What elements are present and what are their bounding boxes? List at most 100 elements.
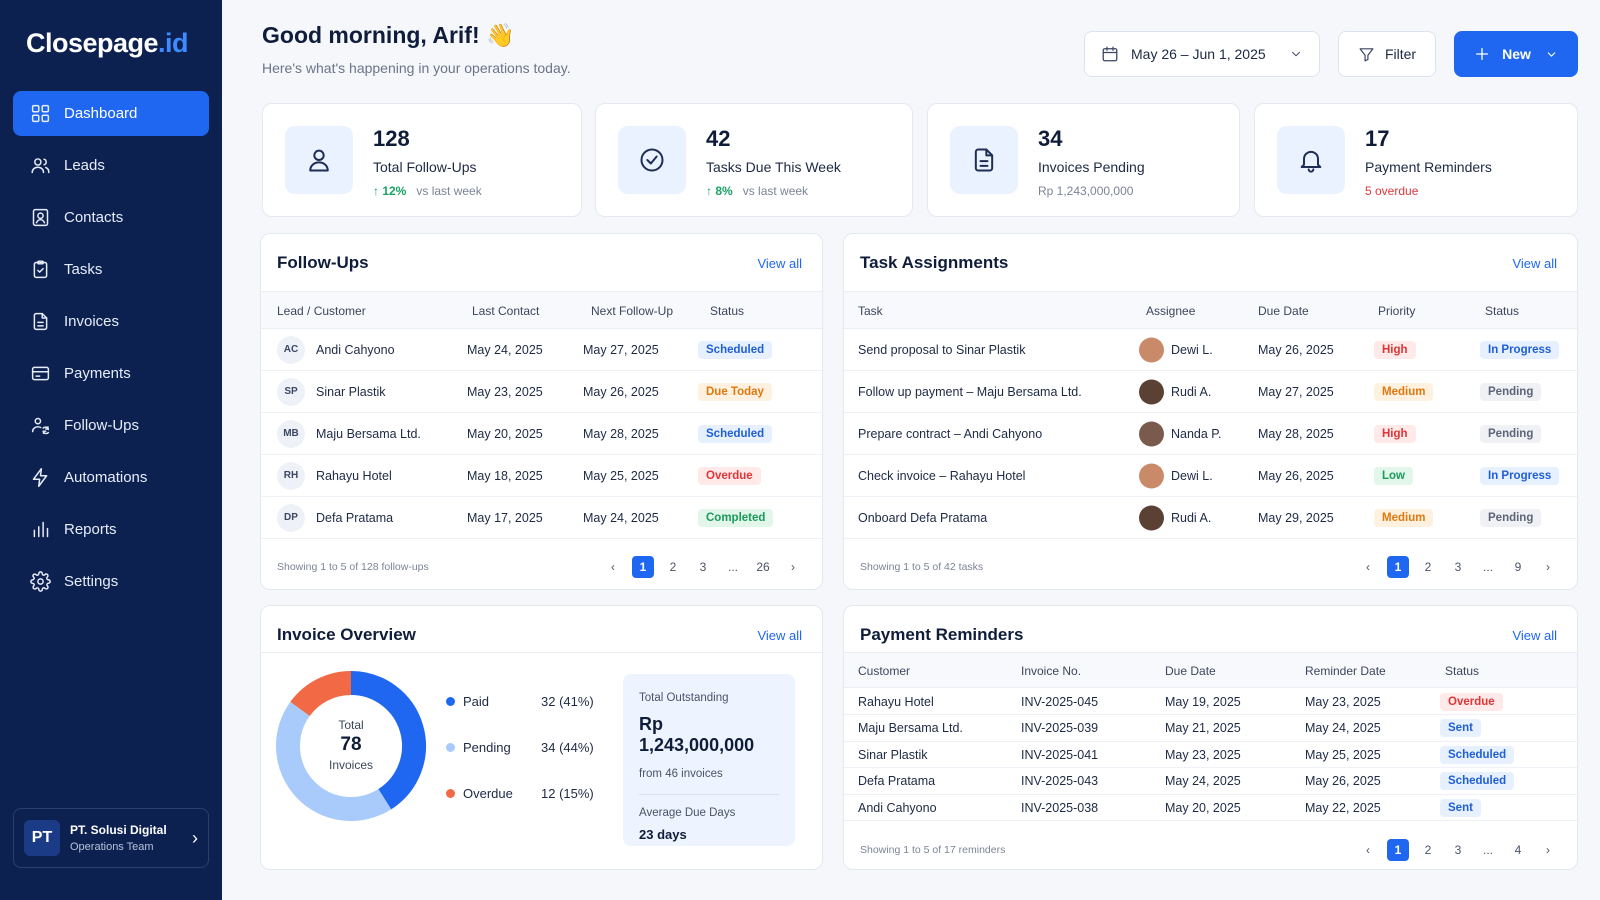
column-header[interactable]: Status (1445, 664, 1480, 678)
table-cell: INV-2025-043 (1021, 774, 1099, 788)
chevron-right-icon[interactable]: › (1546, 843, 1550, 857)
page-button[interactable]: 3 (1454, 843, 1462, 857)
column-header[interactable]: Task (858, 304, 883, 318)
date-range-picker[interactable]: May 26 – Jun 1, 2025 (1084, 31, 1320, 77)
view-all-link[interactable]: View all (757, 628, 802, 643)
page-button[interactable]: 1 (632, 556, 654, 578)
table-row[interactable]: Send proposal to Sinar Plastik Dewi L. May… (844, 329, 1577, 371)
page-button[interactable]: 1 (1387, 556, 1409, 578)
column-header[interactable]: Invoice No. (1021, 664, 1082, 678)
contact-card-icon (32, 208, 49, 227)
filter-button[interactable]: Filter (1338, 31, 1436, 77)
column-header[interactable]: Lead / Customer (277, 304, 366, 318)
gear-icon (30, 571, 51, 592)
table-row[interactable]: SP Sinar Plastik May 23, 2025 May 26, 2025 D… (261, 371, 822, 413)
view-all-link[interactable]: View all (1512, 628, 1557, 643)
table-row[interactable]: Follow up payment – Maju Bersama Ltd. Rud… (844, 371, 1577, 413)
stat-card-invoices[interactable]: 34 Invoices Pending Rp 1,243,000,000 (927, 103, 1240, 217)
sidebar-item-label: Leads (64, 157, 105, 174)
page-button[interactable]: 2 (1424, 560, 1432, 574)
outstanding-value: Rp 1,243,000,000 (639, 714, 755, 755)
stat-card-tasks[interactable]: 42 Tasks Due This Week ↑ 8% vs last week (595, 103, 913, 217)
column-header[interactable]: Customer (858, 664, 911, 678)
chevron-left-icon[interactable]: ‹ (1366, 843, 1370, 857)
page-button[interactable]: 4 (1514, 843, 1522, 857)
org-team: Operations Team (70, 841, 154, 853)
table-row[interactable]: Onboard Defa Pratama Rudi A. May 29, 2025 M… (844, 497, 1577, 539)
assignee: Nanda P. (1171, 426, 1222, 441)
legend-item-pending: Pending 34 (44%) (446, 740, 606, 755)
sidebar-item-payments[interactable]: Payments (13, 351, 209, 396)
sidebar-item-leads[interactable]: Leads (13, 143, 209, 188)
column-header[interactable]: Assignee (1146, 304, 1196, 318)
status-cell: Sent (1440, 719, 1481, 737)
org-name: PT. Solusi Digital (70, 823, 167, 837)
column-header[interactable]: Reminder Date (1305, 664, 1386, 678)
page-button[interactable]: 3 (699, 560, 707, 574)
pagination: ‹ 1 2 3 ... 26 › (594, 556, 804, 578)
page-button[interactable]: 2 (669, 560, 677, 574)
sidebar-item-settings[interactable]: Settings (13, 559, 209, 604)
stat-sub: Rp 1,243,000,000 (1038, 184, 1134, 198)
user-refresh-icon (31, 417, 50, 435)
sidebar-item-reports[interactable]: Reports (13, 507, 209, 552)
org-avatar: PT (24, 820, 60, 856)
table-row[interactable]: Andi Cahyono INV-2025-038 May 20, 2025 May … (844, 795, 1577, 821)
table-row[interactable]: AC Andi Cahyono May 24, 2025 May 27, 2025 Sc… (261, 329, 822, 371)
sidebar-item-tasks[interactable]: Tasks (13, 247, 209, 292)
stat-sub: 5 overdue (1365, 184, 1419, 198)
column-header[interactable]: Last Contact (472, 304, 540, 318)
table-row[interactable]: RH Rahayu Hotel May 18, 2025 May 25, 2025 Ov… (261, 455, 822, 497)
status-badge: Overdue (1440, 692, 1503, 711)
avatar: AC (277, 335, 305, 364)
page-button[interactable]: 26 (756, 560, 770, 574)
org-switcher[interactable]: PT PT. Solusi Digital Operations Team › (13, 808, 209, 868)
stat-card-reminders[interactable]: 17 Payment Reminders 5 overdue (1254, 103, 1578, 217)
table-cell: May 24, 2025 (583, 510, 659, 525)
page-button[interactable]: 2 (1424, 843, 1432, 857)
outstanding-summary: Total Outstanding Rp 1,243,000,000 from … (623, 674, 795, 846)
column-header[interactable]: Priority (1378, 304, 1416, 318)
table-cell: Andi Cahyono (858, 800, 937, 815)
view-all-link[interactable]: View all (757, 256, 802, 271)
table-row[interactable]: Check invoice – Rahayu Hotel Dewi L. May 2… (844, 455, 1577, 497)
sidebar-item-dashboard[interactable]: Dashboard (13, 91, 209, 136)
table-cell: May 19, 2025 (1165, 694, 1241, 709)
chevron-right-icon[interactable]: › (791, 560, 795, 574)
donut-value: 78 (340, 734, 362, 755)
stat-card-follow-ups[interactable]: 128 Total Follow-Ups ↑ 12% vs last week (262, 103, 582, 217)
brand-logo[interactable]: Closepage.id (26, 28, 189, 58)
table-row[interactable]: Prepare contract – Andi Cahyono Nanda P. M… (844, 413, 1577, 455)
sidebar-item-automations[interactable]: Automations (13, 455, 209, 500)
column-header[interactable]: Status (1485, 304, 1520, 318)
due-date: May 29, 2025 (1258, 510, 1334, 525)
chevron-left-icon[interactable]: ‹ (1366, 560, 1370, 574)
sidebar-item-contacts[interactable]: Contacts (13, 195, 209, 240)
page-button[interactable]: 1 (1387, 839, 1409, 861)
stat-value: 17 (1365, 126, 1390, 151)
status-badge: Sent (1440, 719, 1481, 737)
page-button[interactable]: 9 (1514, 560, 1522, 574)
new-button[interactable]: New (1454, 31, 1578, 77)
table-cell: May 21, 2025 (1165, 721, 1241, 735)
sidebar-item-label: Automations (64, 469, 148, 486)
table-row[interactable]: Maju Bersama Ltd. INV-2025-039 May 21, 202… (844, 716, 1577, 742)
table-row[interactable]: DP Defa Pratama May 17, 2025 May 24, 2025 Co… (261, 497, 822, 539)
table-row[interactable]: MB Maju Bersama Ltd. May 20, 2025 May 28, 2… (261, 413, 822, 455)
table-row[interactable]: Sinar Plastik INV-2025-041 May 23, 2025 May… (844, 742, 1577, 768)
table-row[interactable]: Defa Pratama INV-2025-043 May 24, 2025 May … (844, 769, 1577, 795)
page-button[interactable]: 3 (1454, 560, 1462, 574)
chevron-right-icon[interactable]: › (1546, 560, 1550, 574)
chevron-left-icon[interactable]: ‹ (611, 560, 615, 574)
column-header[interactable]: Status (710, 304, 745, 318)
sidebar-item-invoices[interactable]: Invoices (13, 299, 209, 344)
column-header[interactable]: Due Date (1165, 664, 1216, 678)
chevron-down-icon (1292, 51, 1300, 57)
column-header[interactable]: Due Date (1258, 304, 1309, 318)
sidebar-item-follow-ups[interactable]: Follow-Ups (13, 403, 209, 448)
status-badge: Overdue (698, 466, 761, 485)
view-all-link[interactable]: View all (1512, 256, 1557, 271)
page-ellipsis: ... (1482, 843, 1493, 857)
table-row[interactable]: Rahayu Hotel INV-2025-045 May 19, 2025 May … (844, 689, 1577, 715)
column-header[interactable]: Next Follow-Up (591, 304, 674, 318)
